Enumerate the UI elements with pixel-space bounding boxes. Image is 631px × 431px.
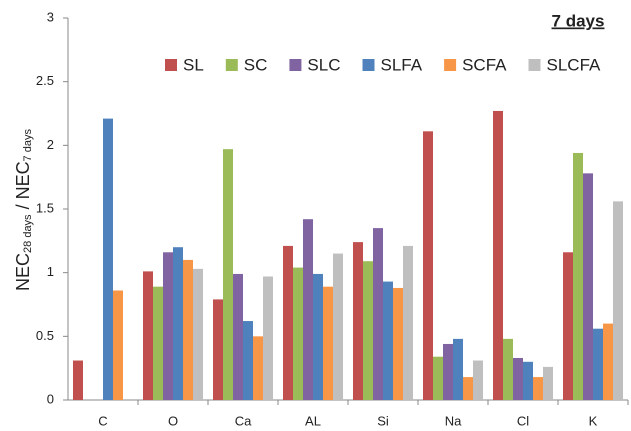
bar (433, 356, 443, 400)
y-tick-label: 2 (47, 137, 54, 152)
y-tick-label: 1.5 (36, 200, 54, 215)
bar (113, 290, 123, 400)
bar (263, 276, 273, 400)
y-tick-label: 2.5 (36, 73, 54, 88)
bar (173, 247, 183, 400)
bar (503, 338, 513, 400)
legend-swatch (444, 59, 457, 71)
bar (583, 173, 593, 400)
x-tick-label: K (589, 413, 598, 428)
bar (543, 366, 553, 400)
bar (403, 245, 413, 400)
y-tick-label: 1 (47, 264, 54, 279)
y-tick-label: 3 (47, 9, 54, 24)
bar (73, 360, 83, 400)
legend-swatch (289, 59, 302, 71)
bar (603, 323, 613, 400)
x-tick-label: Na (445, 413, 462, 428)
bar (383, 281, 393, 400)
y-axis-label: NEC28 days / NEC7 days (13, 129, 34, 291)
bar (213, 299, 223, 400)
bar (393, 287, 403, 400)
legend-label: SLFA (381, 55, 423, 74)
bar (153, 286, 163, 400)
x-tick-label: O (168, 413, 178, 428)
legend-label: SLC (307, 55, 340, 74)
bar (283, 245, 293, 400)
bar (233, 273, 243, 400)
bar (453, 338, 463, 400)
legend-label: SCFA (462, 55, 507, 74)
legend-label: SLCFA (547, 55, 602, 74)
legend-label: SL (183, 55, 204, 74)
bar (223, 149, 233, 400)
bar (443, 343, 453, 400)
x-tick-label: AL (305, 413, 321, 428)
y-label-sub: 7 days (22, 129, 34, 162)
legend-label: SC (244, 55, 268, 74)
bar (193, 268, 203, 400)
bar (143, 271, 153, 400)
bar (353, 242, 363, 400)
bar (463, 377, 473, 400)
x-tick-label: Si (377, 413, 389, 428)
annotation: 7 days (552, 11, 605, 30)
bar (373, 228, 383, 400)
bar (493, 110, 503, 400)
legend-swatch (528, 59, 541, 71)
bar (253, 336, 263, 400)
bar (323, 286, 333, 400)
y-label-part: / NEC (13, 161, 33, 214)
bar (333, 253, 343, 400)
bar (473, 360, 483, 400)
bar (593, 328, 603, 400)
bar (573, 152, 583, 400)
bar (613, 201, 623, 400)
bar (513, 357, 523, 400)
bar (423, 131, 433, 400)
y-tick-label: 0 (47, 391, 54, 406)
bar (103, 118, 113, 401)
legend-swatch (165, 59, 177, 71)
bar (163, 252, 173, 400)
bar (363, 261, 373, 400)
bar (183, 259, 193, 400)
bar (533, 377, 543, 400)
y-label-part: NEC (13, 253, 33, 291)
bar (243, 321, 253, 400)
x-tick-label: Ca (235, 413, 252, 428)
bar (563, 252, 573, 400)
bar (303, 219, 313, 400)
x-tick-label: Cl (517, 413, 529, 428)
y-tick-label: 0.5 (36, 328, 54, 343)
bar (293, 267, 303, 400)
bar (313, 273, 323, 400)
y-label-sub: 28 days (22, 214, 34, 253)
legend-swatch (362, 59, 375, 71)
legend-swatch (225, 59, 238, 71)
bar (523, 361, 533, 400)
x-tick-label: C (98, 413, 107, 428)
